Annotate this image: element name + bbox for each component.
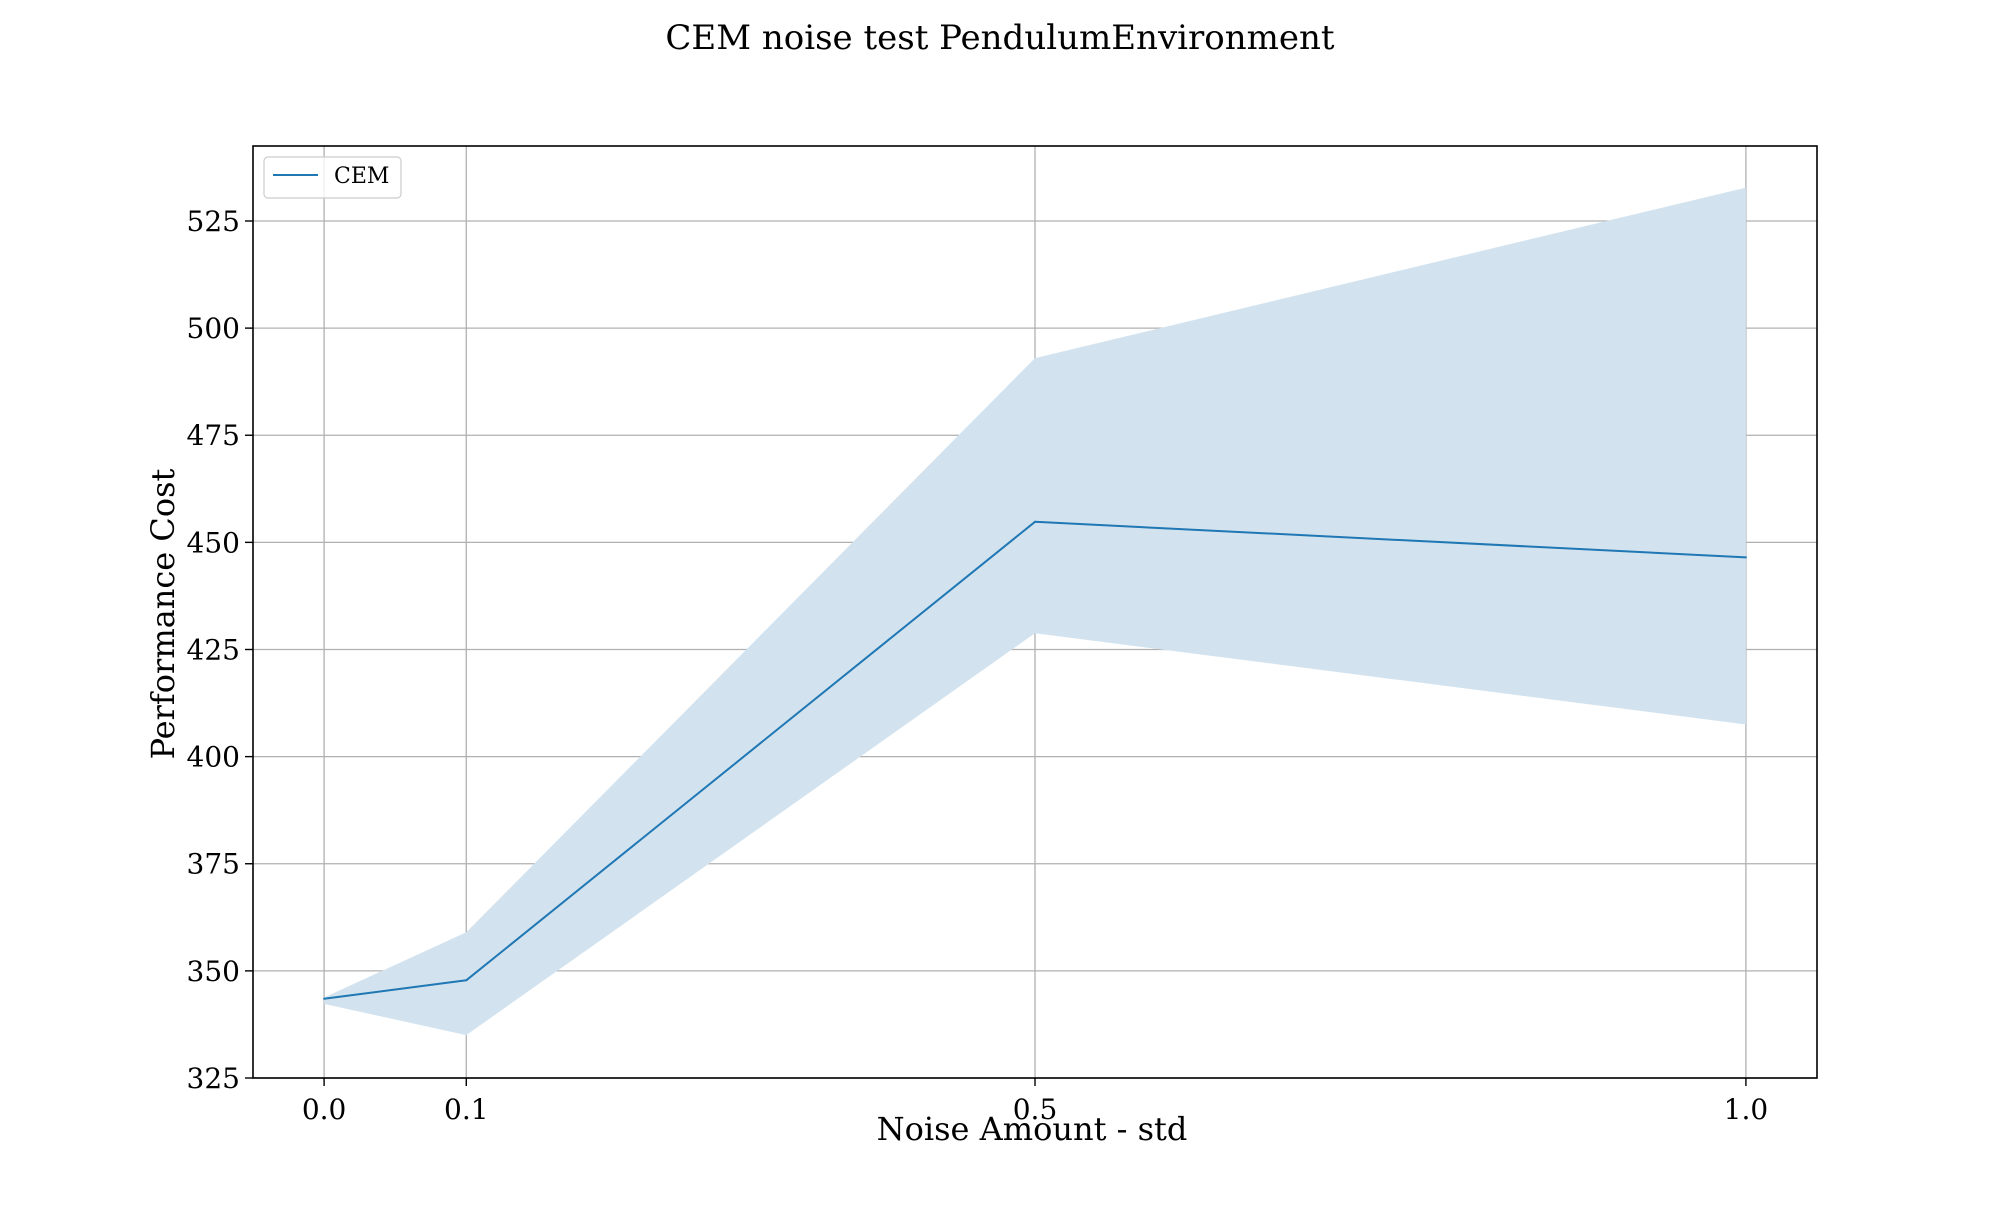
y-axis-label: Performance Cost [144, 468, 182, 759]
y-tick-label: 500 [187, 312, 240, 345]
y-tick-label: 350 [187, 955, 240, 988]
x-tick-label: 0.5 [1013, 1093, 1058, 1126]
y-tick-label: 425 [187, 633, 240, 666]
y-tick-label: 400 [187, 741, 240, 774]
y-tick-label: 525 [187, 205, 240, 238]
x-tick-label: 0.1 [444, 1093, 489, 1126]
chart-title: CEM noise test PendulumEnvironment [665, 18, 1334, 58]
y-axis-ticks: 325 350 375 400 425 450 475 500 525 [187, 205, 253, 1095]
y-tick-label: 325 [187, 1062, 240, 1095]
y-tick-label: 375 [187, 848, 240, 881]
data-point [1034, 520, 1036, 523]
series-line-layer [323, 520, 1747, 1000]
x-tick-label: 1.0 [1724, 1093, 1769, 1126]
legend-box [263, 156, 402, 199]
data-point [323, 997, 326, 1000]
data-point [465, 979, 468, 982]
legend: CEM [263, 156, 402, 199]
data-point [1744, 556, 1747, 559]
legend-label-cem: CEM [334, 164, 389, 189]
y-tick-label: 450 [187, 526, 240, 559]
confidence-band-cem [324, 187, 1746, 1036]
x-axis-ticks: 0.0 0.1 0.5 1.0 [302, 1078, 1768, 1126]
y-tick-label: 475 [187, 419, 240, 452]
series-line-cem [323, 520, 1746, 1000]
confidence-band-layer [324, 187, 1746, 1036]
x-axis-label: Noise Amount - std [877, 1110, 1188, 1148]
x-tick-label: 0.0 [302, 1093, 347, 1126]
